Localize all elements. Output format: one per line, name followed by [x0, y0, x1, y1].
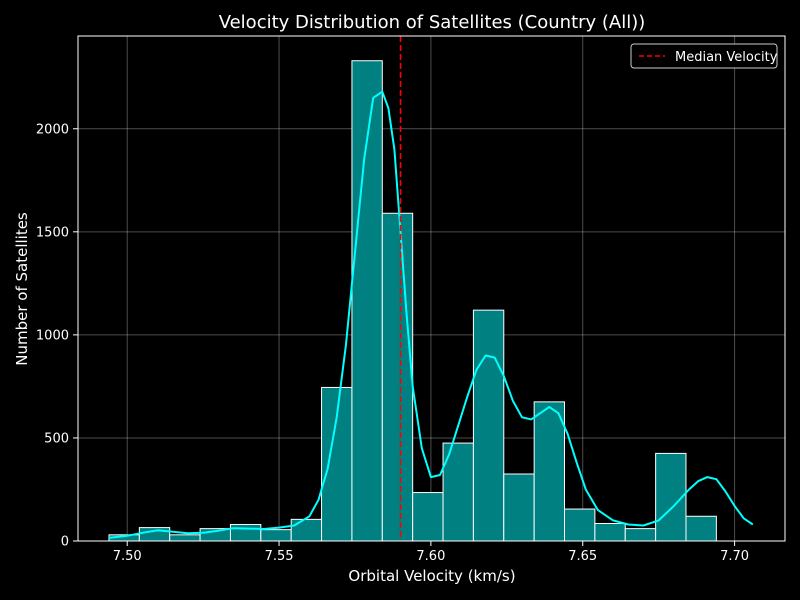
histogram-bar [229, 524, 262, 542]
legend: Median Velocity [630, 43, 778, 69]
histogram-bar [138, 527, 171, 542]
x-tick-label: 7.70 [720, 549, 749, 564]
legend-box [630, 43, 778, 69]
chart-title: Velocity Distribution of Satellites (Cou… [219, 12, 646, 33]
y-tick-label: 1000 [36, 328, 69, 343]
histogram-bar [381, 212, 414, 542]
histogram-bar [472, 309, 505, 542]
y-axis: 0 500 1000 1500 2000 [36, 122, 78, 550]
kde-curve-group [108, 90, 754, 539]
legend-median-label: Median Velocity [675, 50, 778, 65]
histogram-bar [685, 515, 717, 542]
y-tick-label: 1500 [36, 225, 69, 240]
histogram-bar [442, 442, 474, 542]
histogram-bar [169, 534, 201, 542]
x-tick-label: 7.65 [568, 549, 597, 564]
plot-frame [77, 35, 786, 542]
histogram-bar [412, 492, 444, 542]
histogram-bar [503, 473, 535, 542]
x-tick-label: 7.50 [113, 549, 142, 564]
histogram-bar [564, 508, 596, 542]
histogram-bar [533, 401, 566, 542]
y-tick-label: 500 [44, 431, 69, 446]
x-axis-label: Orbital Velocity (km/s) [348, 567, 515, 585]
x-tick-label: 7.60 [416, 549, 445, 564]
x-tick-label: 7.55 [265, 549, 294, 564]
y-axis-label: Number of Satellites [13, 212, 31, 366]
histogram-bar [260, 529, 292, 542]
histogram-bar [624, 528, 657, 542]
histogram-bar [290, 518, 323, 542]
y-tick-label: 0 [61, 535, 69, 550]
kde-curve [108, 90, 754, 539]
x-axis: 7.50 7.55 7.60 7.65 7.70 [113, 541, 749, 564]
y-tick-label: 2000 [36, 122, 69, 137]
histogram-bar [594, 522, 626, 542]
